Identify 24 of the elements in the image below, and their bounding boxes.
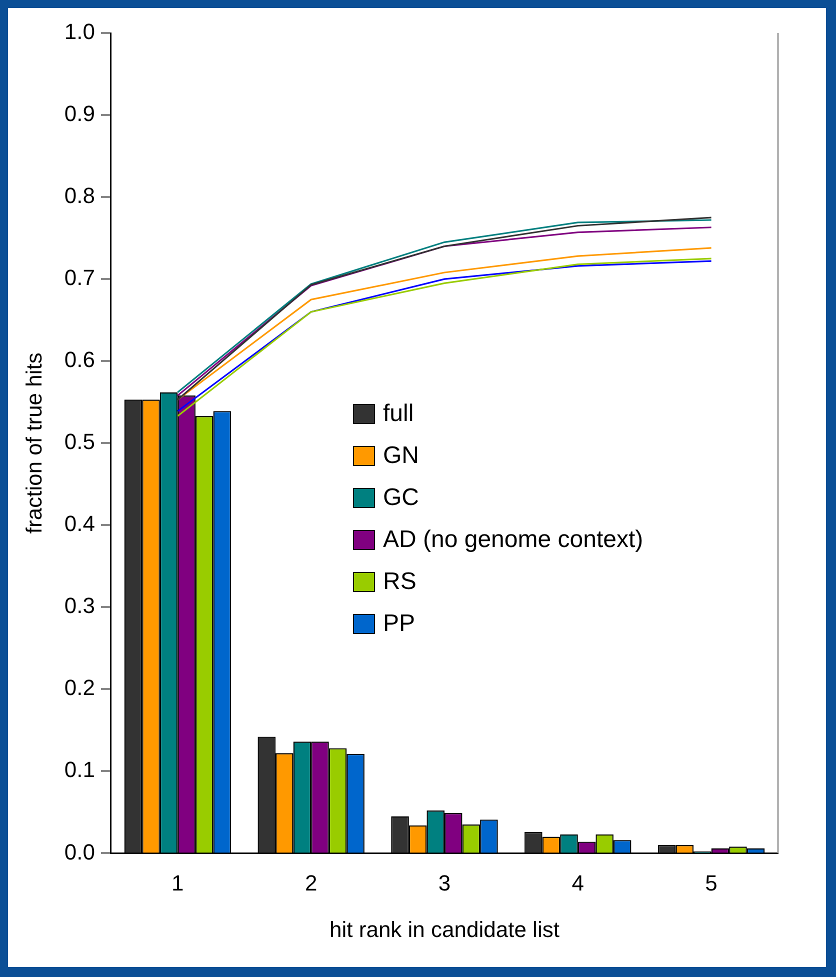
y-tick-label: 1.0 [64,19,95,44]
y-tick-label: 0.9 [64,101,95,126]
y-axis-title: fraction of true hits [21,352,46,534]
x-tick-label: 1 [172,870,184,896]
x-tick-label: 3 [438,870,451,896]
y-tick-label: 0.3 [64,593,95,618]
y-tick-label: 0.2 [64,675,95,700]
y-tick-label: 0.1 [64,757,95,782]
y-tick-label: 0.0 [64,839,95,864]
y-tick-label: 0.8 [64,183,95,208]
x-axis-title: hit rank in candidate list [330,916,560,942]
x-tick-label: 2 [304,870,318,896]
y-tick-label: 0.7 [64,265,95,290]
x-tick-label: 5 [705,870,718,896]
legend-label: full [383,400,414,428]
legend-label: GN [383,442,419,470]
legend-label: RS [383,568,416,596]
legend-label: GC [383,484,419,512]
y-tick-label: 0.5 [64,429,95,454]
x-tick-label: 4 [572,870,584,896]
y-tick-label: 0.4 [64,511,95,536]
legend-label: AD (no genome context) [383,526,644,554]
legend-label: PP [383,610,416,638]
y-tick-label: 0.6 [64,347,95,372]
